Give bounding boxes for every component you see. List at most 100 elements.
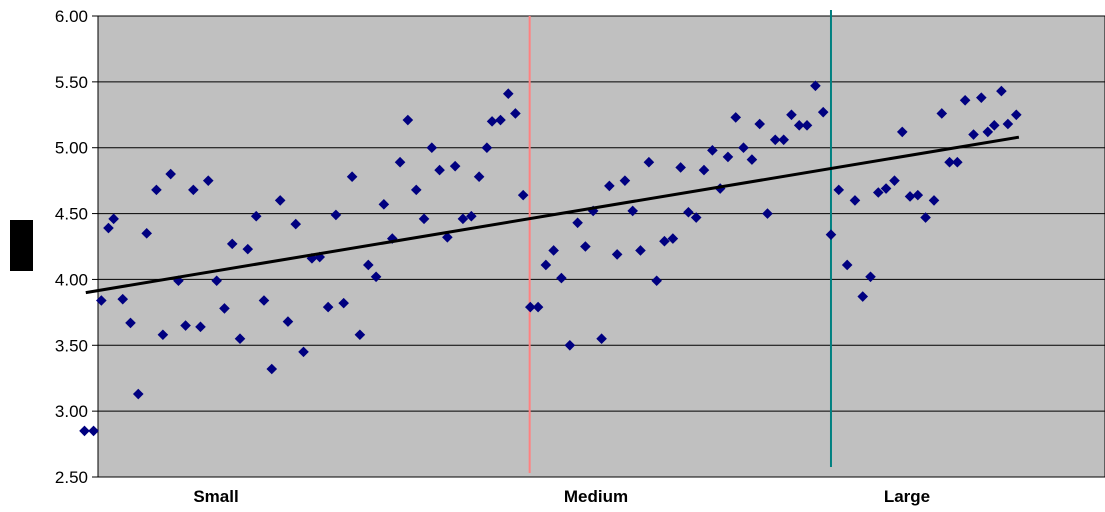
data-point (363, 259, 374, 271)
data-point (290, 218, 302, 230)
data-point (667, 233, 679, 244)
data-point (976, 92, 987, 103)
data-point (996, 85, 1007, 97)
data-point (698, 164, 710, 176)
data-point (904, 191, 916, 202)
data-point (738, 142, 749, 154)
data-point (810, 80, 821, 92)
data-point (266, 363, 278, 375)
data-point (202, 175, 214, 186)
data-point (920, 212, 931, 223)
data-point (580, 241, 591, 252)
data-point (944, 156, 955, 168)
data-point (786, 109, 797, 121)
data-point (346, 171, 358, 182)
y-tick-label: 5.50 (55, 73, 88, 92)
data-point (722, 151, 734, 163)
data-point (525, 301, 536, 313)
y-tick-label: 6.00 (55, 7, 88, 26)
data-point (801, 120, 813, 131)
data-point (707, 145, 718, 156)
data-point (572, 217, 583, 229)
data-point (659, 235, 670, 247)
category-label: Large (884, 487, 930, 506)
data-point (96, 295, 107, 306)
data-point (449, 160, 461, 172)
data-point (1002, 118, 1014, 130)
data-point (596, 333, 607, 344)
data-point (426, 142, 438, 154)
data-point (481, 142, 493, 154)
data-point (952, 156, 963, 168)
gridlines (98, 81, 1105, 412)
data-point (418, 213, 430, 225)
data-point (896, 126, 908, 138)
x-axis-categories: Small Medium Large (193, 487, 930, 506)
data-point (865, 271, 876, 283)
data-point (714, 183, 726, 194)
data-point (165, 168, 176, 180)
trendline-layer (85, 135, 1020, 295)
data-point (410, 184, 422, 196)
data-point (564, 339, 576, 351)
data-point (378, 199, 390, 210)
data-point (532, 301, 544, 313)
data-point (486, 116, 498, 127)
data-point (793, 120, 805, 131)
data-point (675, 162, 686, 173)
data-point (442, 231, 453, 243)
data-point (457, 213, 469, 225)
data-point (394, 156, 406, 168)
data-point (889, 175, 900, 186)
data-point (982, 126, 994, 138)
data-point (274, 195, 286, 206)
data-point (88, 425, 99, 437)
plot-area (97, 15, 1105, 478)
data-point (833, 184, 845, 196)
category-label: Small (193, 487, 238, 506)
data-point (157, 329, 169, 341)
data-point (195, 321, 206, 333)
data-point (402, 114, 414, 126)
data-point (841, 259, 853, 271)
data-point (769, 134, 781, 146)
data-point (434, 164, 445, 176)
data-point (473, 171, 485, 182)
data-point (604, 180, 615, 192)
category-label: Medium (564, 487, 628, 506)
data-point (495, 114, 506, 126)
data-point (912, 189, 924, 201)
data-point (314, 251, 326, 263)
data-point (746, 154, 758, 165)
data-point (928, 195, 940, 206)
data-point (556, 272, 567, 284)
data-point (211, 275, 222, 287)
data-point (242, 243, 254, 255)
y-tick-label: 4.00 (55, 270, 88, 289)
data-point (683, 206, 694, 218)
data-point (510, 108, 521, 119)
data-point (354, 329, 366, 341)
data-point (730, 112, 742, 123)
data-point (548, 245, 559, 256)
y-tick-label: 4.50 (55, 205, 88, 224)
data-point (151, 184, 162, 196)
data-point (968, 129, 979, 140)
y-tick-label: 2.50 (55, 468, 88, 487)
data-point (651, 275, 662, 287)
data-point (125, 317, 136, 329)
y-axis-ticks: 2.50 3.00 3.50 4.00 4.50 5.00 5.50 6.00 (55, 7, 98, 487)
trendline (85, 135, 1020, 295)
data-point (141, 228, 152, 239)
y-tick-label: 3.50 (55, 336, 88, 355)
data-point (188, 184, 199, 196)
data-point (234, 333, 246, 344)
data-point (180, 320, 191, 331)
data-point (370, 271, 382, 283)
data-point (690, 212, 702, 223)
data-point (258, 295, 270, 306)
y-axis-title-marker (10, 220, 33, 271)
data-point (103, 222, 114, 234)
